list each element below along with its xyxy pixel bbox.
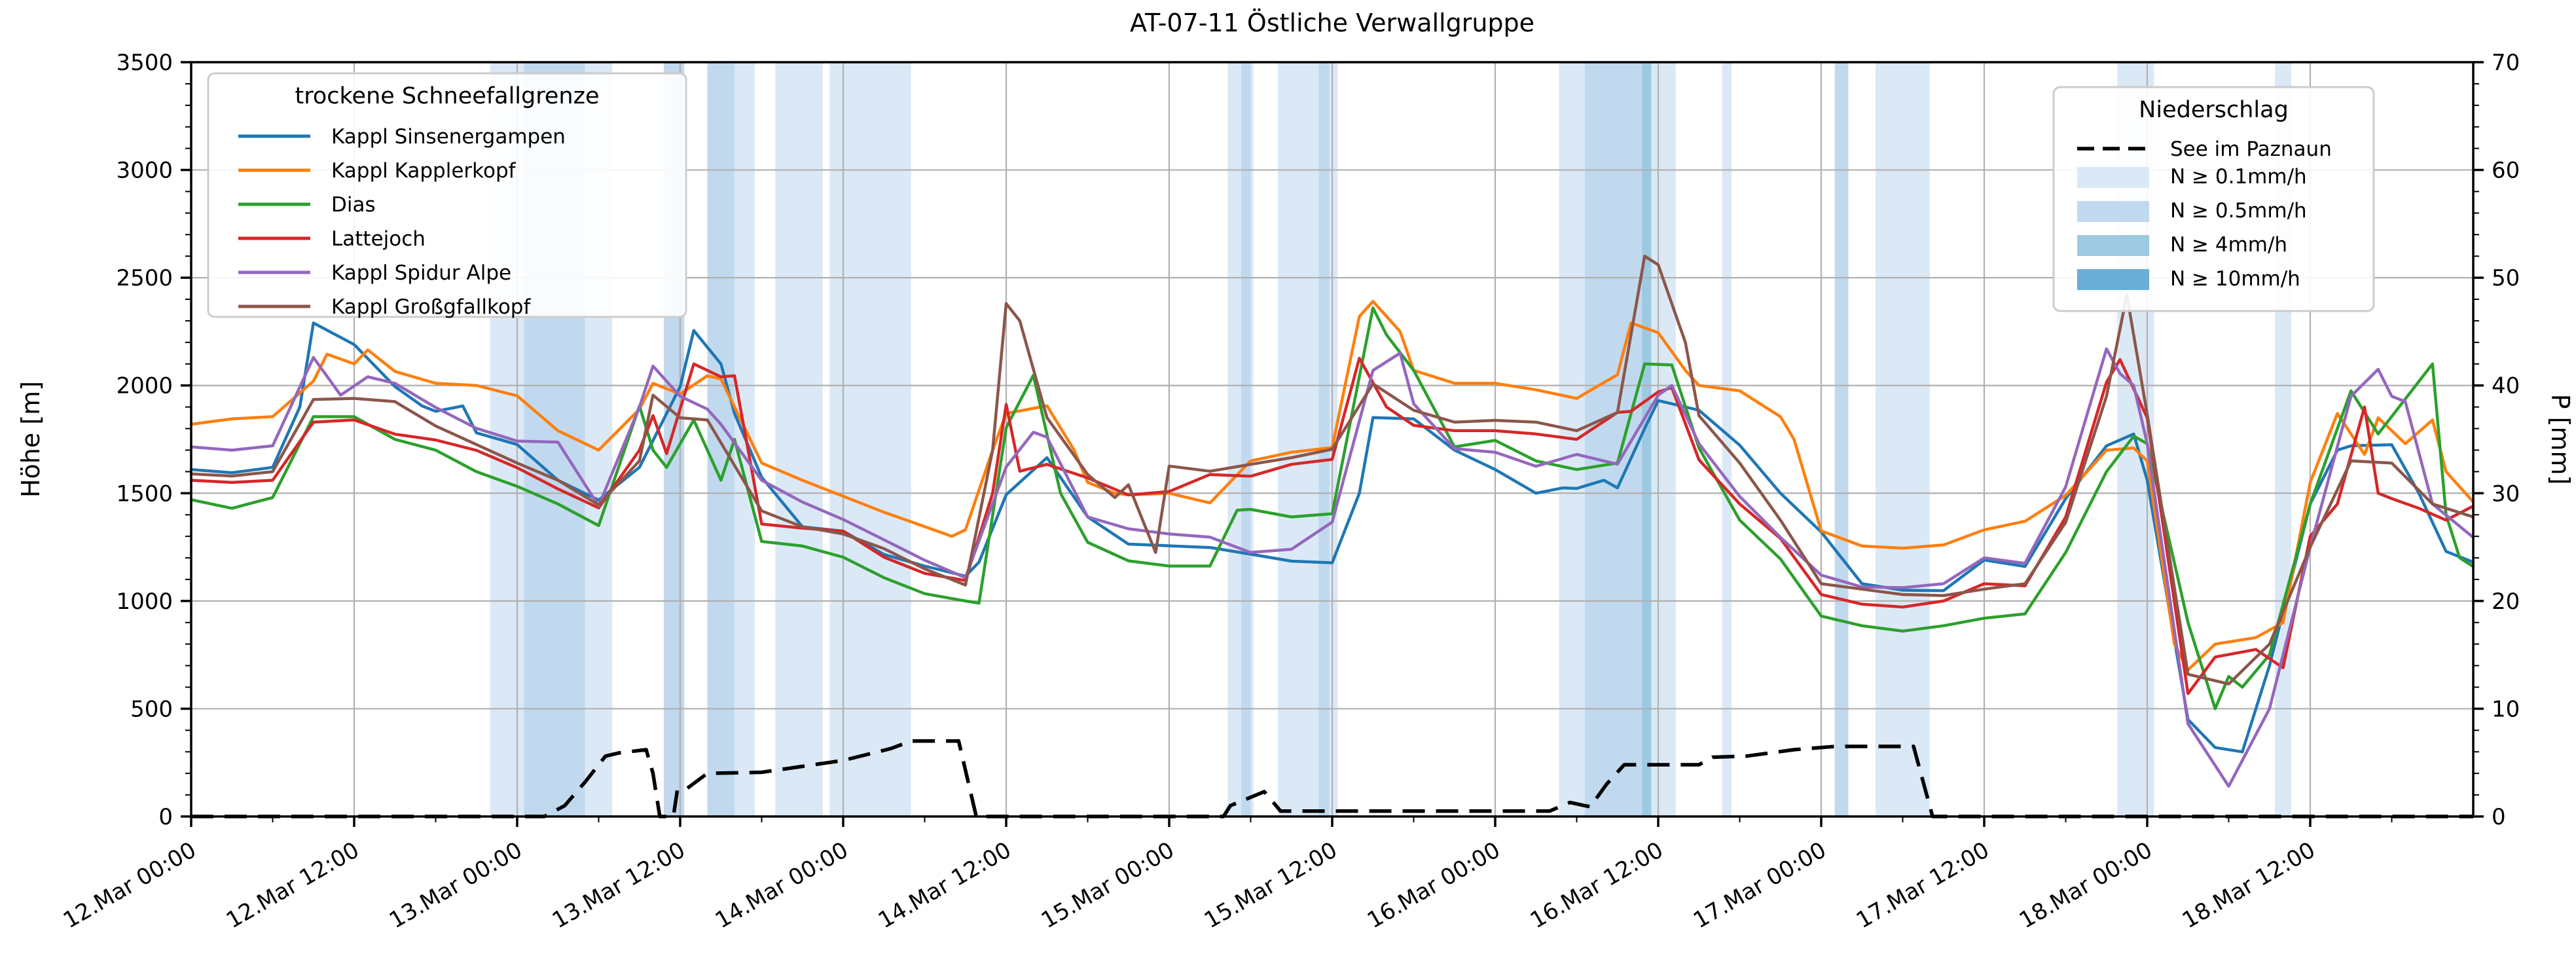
legend-label-kappl-grossgfallkopf: Kappl Großgfallkopf <box>331 295 531 319</box>
legend-label-see-im-paznaun: See im Paznaun <box>2170 137 2332 161</box>
x-tick-label: 18.Mar 12:00 <box>2178 837 2320 934</box>
precipitation-band <box>1876 62 1930 816</box>
legend-label-kappl-kapplerkopf: Kappl Kapplerkopf <box>331 159 517 183</box>
precipitation-band <box>707 62 735 816</box>
y-left-tick-label: 2500 <box>116 265 173 291</box>
precipitation-band <box>1318 62 1330 816</box>
x-tick-label: 14.Mar 00:00 <box>711 837 853 934</box>
x-tick-label: 12.Mar 12:00 <box>222 837 364 934</box>
precipitation-band <box>1651 62 1676 816</box>
y-left-tick-label: 3000 <box>116 158 173 184</box>
legends-layer: trockene Schneefallgrenze Kappl Sinsenerg… <box>207 72 2375 319</box>
legend-snowline-title: trockene Schneefallgrenze <box>295 83 600 109</box>
y-right-tick-label: 30 <box>2492 481 2520 507</box>
series-lines-layer <box>189 254 2475 788</box>
precipitation-bands-layer <box>490 62 2291 816</box>
x-tick-label: 17.Mar 00:00 <box>1689 837 1831 934</box>
legend-label-kappl-sinsenergampen: Kappl Sinsenergampen <box>331 125 566 149</box>
series-line-kappl-grossgfallkopf <box>189 254 2475 686</box>
precip-line-see-im-paznaun <box>191 739 2473 818</box>
legend-band-swatch-2 <box>2077 201 2149 222</box>
x-tick-label: 16.Mar 12:00 <box>1526 837 1668 934</box>
legend-label-lattejoch: Lattejoch <box>331 227 426 251</box>
x-tick-label: 13.Mar 00:00 <box>385 837 527 934</box>
y-right-tick-label: 70 <box>2492 50 2520 76</box>
precipitation-band <box>775 62 823 816</box>
legend-label-band-1: N ≥ 0.1mm/h <box>2170 165 2307 189</box>
y-left-tick-label: 3500 <box>116 50 173 76</box>
x-tick-label: 15.Mar 12:00 <box>1200 837 1342 934</box>
legend-snowline-box <box>207 72 687 318</box>
precip-line-layer <box>191 739 2473 818</box>
precipitation-band <box>829 62 911 816</box>
y-left-tick-label: 1000 <box>116 589 173 615</box>
x-tick-label: 15.Mar 00:00 <box>1037 837 1179 934</box>
y-left-tick-label: 0 <box>158 804 173 830</box>
x-tick-label: 16.Mar 00:00 <box>1363 837 1505 934</box>
legend-label-band-2: N ≥ 0.5mm/h <box>2170 199 2307 223</box>
precipitation-band <box>1722 62 1732 816</box>
legend-band-swatch-4 <box>2077 269 2149 290</box>
legend-label-band-3: N ≥ 4mm/h <box>2170 233 2287 257</box>
y-right-tick-label: 60 <box>2492 158 2520 184</box>
x-tick-label: 12.Mar 00:00 <box>59 837 201 934</box>
precipitation-band <box>1834 62 1849 816</box>
y-right-tick-label: 0 <box>2492 804 2506 830</box>
legend-band-swatch-3 <box>2077 235 2149 256</box>
y-right-tick-label: 50 <box>2492 265 2520 291</box>
chart-title: AT-07-11 Östliche Verwallgruppe <box>1130 9 1534 37</box>
precipitation-band <box>1241 62 1251 816</box>
precipitation-band <box>1642 62 1652 816</box>
x-tick-label: 13.Mar 12:00 <box>548 837 690 934</box>
y-right-tick-label: 20 <box>2492 589 2520 615</box>
y-right-tick-label: 40 <box>2492 373 2520 399</box>
legend-label-kappl-spidur-alpe: Kappl Spidur Alpe <box>331 261 511 285</box>
y-left-tick-label: 2000 <box>116 373 173 399</box>
y-left-tick-label: 1500 <box>116 481 173 507</box>
y-axis-label-right: P [mm] <box>2546 394 2575 485</box>
legend-band-swatch-1 <box>2077 167 2149 188</box>
legend-precip-title: Niederschlag <box>2139 97 2289 123</box>
x-tick-label: 14.Mar 12:00 <box>874 837 1016 934</box>
y-left-tick-label: 500 <box>130 696 173 722</box>
y-right-tick-label: 10 <box>2492 696 2520 722</box>
series-line-kappl-kapplerkopf <box>189 300 2475 672</box>
legend-label-dias: Dias <box>331 193 376 217</box>
y-axis-label-left: Höhe [m] <box>16 381 45 498</box>
legend-label-band-4: N ≥ 10mm/h <box>2170 267 2300 291</box>
x-tick-label: 17.Mar 12:00 <box>1852 837 1994 934</box>
x-tick-label: 18.Mar 00:00 <box>2015 837 2157 934</box>
